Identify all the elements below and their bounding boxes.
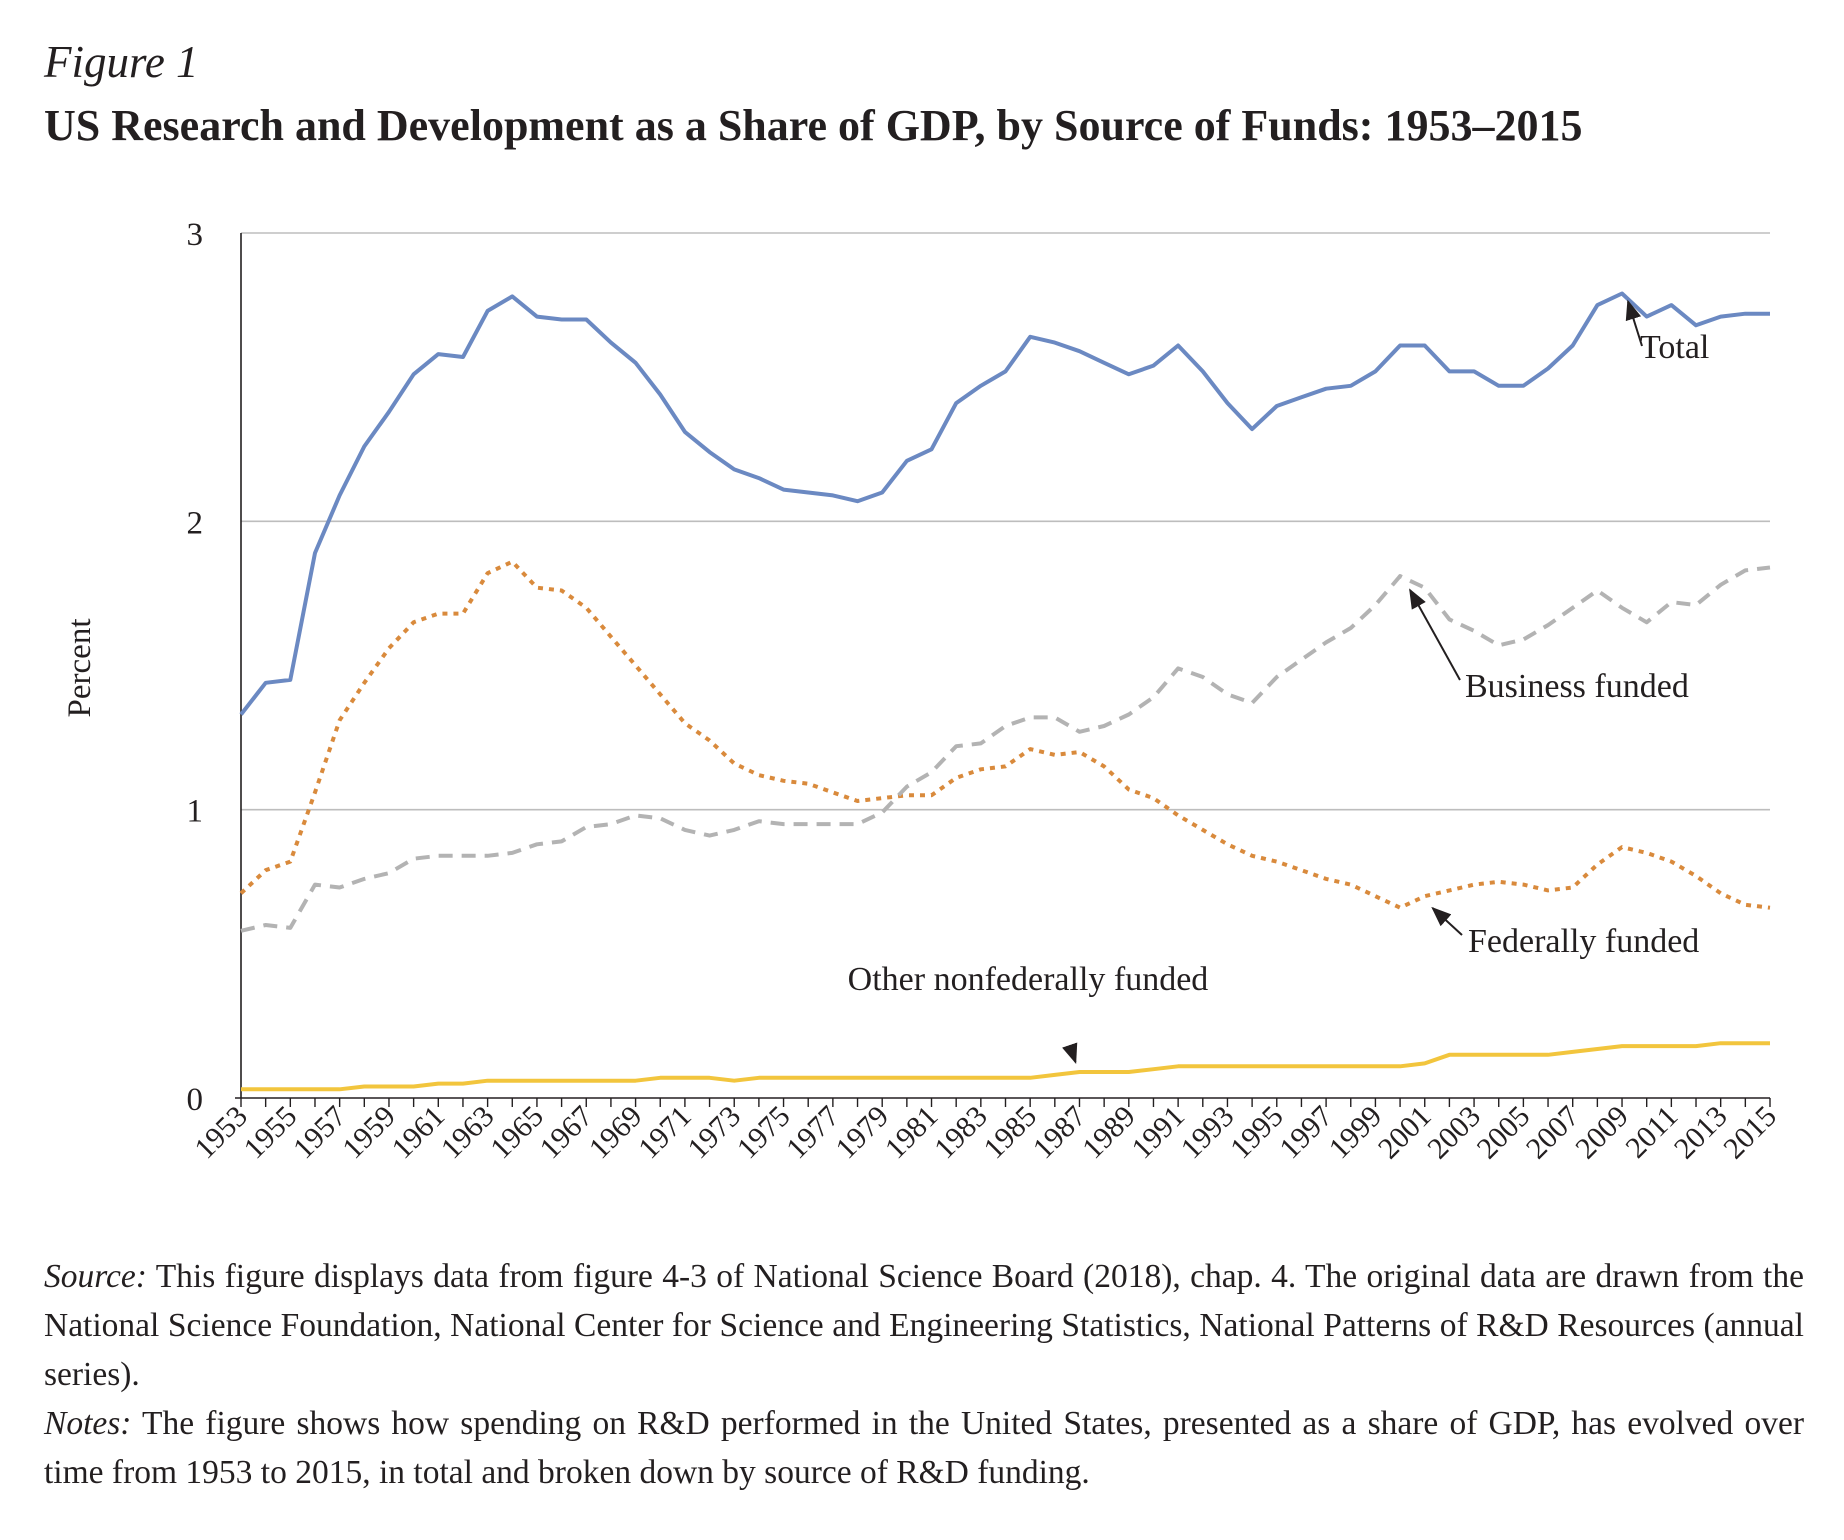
x-tick-label: 2003 — [1421, 1100, 1487, 1166]
x-tick-label: 1955 — [238, 1100, 304, 1166]
x-tick-label: 1997 — [1273, 1100, 1339, 1166]
x-tick-label: 1965 — [484, 1100, 550, 1166]
annotations: Total Business funded Federally funded Othe… — [848, 299, 1709, 1064]
notes-text: The figure shows how spending on R&D per… — [44, 1405, 1804, 1491]
annotation-label: Federally funded — [1468, 923, 1699, 960]
x-tick-label: 2011 — [1619, 1100, 1684, 1165]
x-tick-label: 1969 — [583, 1100, 649, 1166]
source-label: Source: — [44, 1258, 147, 1295]
annotation-arrow — [1409, 588, 1461, 681]
x-tick-label: 1971 — [632, 1100, 698, 1166]
y-tick-label: 0 — [187, 1082, 204, 1118]
annotation-label: Business funded — [1465, 668, 1689, 705]
y-tick-label: 1 — [187, 794, 204, 830]
y-tick-label: 3 — [187, 217, 204, 253]
y-tick-label: 2 — [187, 505, 204, 541]
annotation-arrow — [1625, 299, 1643, 347]
x-tick-label: 2009 — [1569, 1100, 1635, 1166]
series-line-other-nonfederally-funded — [241, 1041, 1770, 1092]
x-tick-label: 1977 — [780, 1100, 846, 1166]
x-tick-label: 1999 — [1323, 1100, 1389, 1166]
x-tick-label: 2007 — [1520, 1100, 1586, 1166]
x-tick-label: 1989 — [1076, 1100, 1142, 1166]
series-line-federally-funded — [239, 559, 1771, 910]
y-axis-label: Percent — [62, 619, 98, 718]
annotation-label: Total — [1640, 329, 1709, 366]
x-tick-label: 1975 — [731, 1100, 797, 1166]
annotation-arrow — [1431, 906, 1463, 936]
grid-lines — [241, 232, 1770, 811]
source-note: Source: This figure displays data from f… — [44, 1252, 1804, 1399]
x-tick-label: 2005 — [1471, 1100, 1537, 1166]
x-tick-label: 2015 — [1717, 1100, 1783, 1166]
x-tick-label: 1959 — [336, 1100, 402, 1166]
x-tick-label: 1979 — [829, 1100, 895, 1166]
annotation-arrow — [1062, 1042, 1078, 1064]
series-group — [239, 291, 1771, 1092]
notes-label: Notes: — [44, 1405, 132, 1442]
figure-label: Figure 1 — [44, 37, 199, 87]
x-tick-label: 1987 — [1027, 1100, 1093, 1166]
x-axis-ticks: 1953195519571959196119631965196719691971… — [188, 1098, 1783, 1165]
x-tick-label: 1961 — [385, 1100, 451, 1166]
x-tick-label: 2013 — [1668, 1100, 1734, 1166]
annotation-label: Other nonfederally funded — [848, 961, 1209, 998]
x-tick-label: 1983 — [928, 1100, 994, 1166]
series-line-business-funded — [240, 565, 1771, 933]
x-tick-label: 1993 — [1175, 1100, 1241, 1166]
line-chart: 0 1 2 3 19531955195719591961196319651967196… — [62, 217, 1783, 1165]
x-tick-label: 1991 — [1125, 1100, 1191, 1166]
x-tick-label: 1963 — [435, 1100, 501, 1166]
notes: Notes: The figure shows how spending on … — [44, 1399, 1804, 1497]
x-tick-label: 1973 — [681, 1100, 747, 1166]
x-tick-label: 1957 — [287, 1100, 353, 1166]
axes — [235, 233, 1770, 1099]
y-axis-ticks: 0 1 2 3 — [187, 217, 204, 1118]
x-tick-label: 1981 — [879, 1100, 945, 1166]
series-line-total — [239, 291, 1770, 716]
x-tick-label: 2001 — [1372, 1100, 1438, 1166]
x-tick-label: 1985 — [977, 1100, 1043, 1166]
x-tick-label: 1995 — [1224, 1100, 1290, 1166]
caption: Source: This figure displays data from f… — [44, 1252, 1804, 1497]
source-text: This figure displays data from figure 4-… — [44, 1258, 1804, 1393]
chart-title: US Research and Development as a Share o… — [44, 101, 1583, 150]
x-tick-label: 1967 — [533, 1100, 599, 1166]
